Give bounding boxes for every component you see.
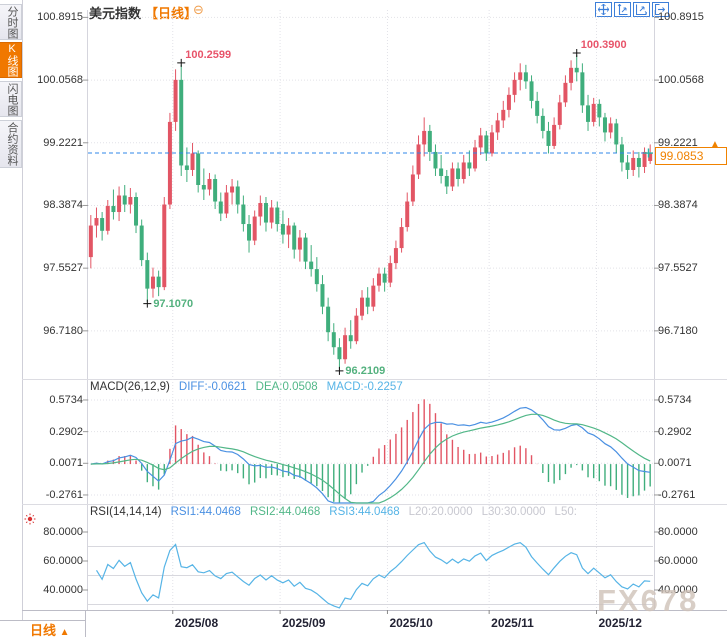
sidebar: 分时图 K线图闪电图合约资料 [0,0,23,620]
main-y-label-right-4: 97.5527 [658,262,698,275]
macd-legend: MACD(26,12,9) DIFF:-0.0621 DEA:0.0508 MACD:… [90,381,412,393]
main-y-label-left-1: 100.0568 [37,74,83,87]
price-annotation-2: 97.1070 [153,297,194,310]
rsi-y-label-left-0: 80.0000 [43,525,83,538]
rsi-legend-segment-2: RSI2:44.0468 [249,506,321,518]
macd-y-label-left-0: 0.5734 [49,393,83,406]
export-chart-icon[interactable] [652,2,669,17]
main-y-label-left-2: 99.2221 [43,136,83,149]
macd-legend-segment-0: MACD(26,12,9) [90,381,170,393]
rsi-y-label-right-1: 60.0000 [658,555,698,567]
main-y-label-left-3: 98.3874 [43,199,83,212]
main-y-label-right-2: 99.2221 [658,136,698,149]
sidebar-tab-1[interactable]: K线图 [0,42,22,78]
period-selector[interactable]: 日线 ▲ [30,620,70,637]
macd-legend-segment-3: MACD:-0.2257 [326,381,403,393]
macd-y-label-left-1: 0.2902 [49,425,83,438]
chart-toolbar [595,2,669,17]
rsi-y-label-left-2: 40.0000 [43,584,83,596]
x-axis-label-0: 2025/08 [174,616,219,630]
macd-y-label-left-2: 0.0071 [49,457,83,470]
page-title: 美元指数 [89,6,142,21]
watermark: FX678 [597,583,699,618]
sidebar-tab-0[interactable]: 分时图 [0,4,22,40]
alert-icon [24,512,36,530]
current-price-box: 99.0853 [655,147,727,166]
period-dropdown-arrow-icon: ▲ [59,627,70,637]
rsi-legend-segment-0: RSI(14,14,14) [90,506,162,518]
rsi-legend-segment-6: L50: [554,506,577,518]
x-axis-label-3: 2025/11 [491,616,534,630]
rsi-y-label-left-1: 60.0000 [43,555,83,567]
rsi-y-label-right-2: 40.0000 [658,584,698,596]
rsi-legend: RSI(14,14,14) RSI1:44.0468 RSI2:44.0468 RSI… [90,506,586,518]
macd-y-label-right-2: 0.0071 [658,457,692,470]
main-y-label-left-4: 97.5527 [43,262,83,275]
price-annotation-1: 100.3900 [580,39,627,52]
price-arrow-icon: ▲ [710,139,720,151]
axis-zoom-vertical-icon[interactable] [614,2,631,17]
macd-y-label-right-3: -0.2761 [658,488,696,501]
sidebar-tab-3[interactable]: 合约资料 [0,120,22,168]
rsi-legend-segment-1: RSI1:44.0468 [170,506,241,518]
macd-legend-segment-2: DEA:0.0508 [255,381,318,393]
main-y-label-left-5: 96.7180 [43,324,83,337]
rsi-legend-segment-4: L20:20.0000 [408,506,473,518]
x-axis-label-4: 2025/12 [598,616,642,630]
main-y-label-right-3: 98.3874 [658,199,698,212]
move-tool-icon[interactable] [595,2,612,17]
collapse-icon[interactable]: ⊖ [193,2,204,17]
price-annotation-0: 100.2599 [185,48,232,61]
main-y-label-right-1: 100.0568 [658,74,704,87]
x-axis-label-2: 2025/10 [389,616,433,630]
rsi-legend-segment-3: RSI3:44.0468 [329,506,400,518]
rsi-legend-segment-5: L30:30.0000 [481,506,546,518]
macd-legend-segment-1: DIFF:-0.0621 [178,381,247,393]
sidebar-tab-2[interactable]: 闪电图 [0,81,22,117]
macd-y-label-left-3: -0.2761 [45,488,83,501]
main-y-label-right-0: 100.8915 [658,11,704,24]
main-y-label-left-0: 100.8915 [37,11,83,24]
macd-y-label-right-1: 0.2902 [658,425,692,438]
axis-zoom-horizontal-icon[interactable] [633,2,650,17]
period-selector-label: 日线 [30,623,57,637]
rsi-y-label-right-0: 80.0000 [658,525,698,538]
main-y-label-right-5: 96.7180 [658,324,698,337]
x-axis-label-1: 2025/09 [282,616,326,630]
macd-y-label-right-0: 0.5734 [658,393,692,406]
price-annotation-3: 96.2109 [345,364,386,377]
